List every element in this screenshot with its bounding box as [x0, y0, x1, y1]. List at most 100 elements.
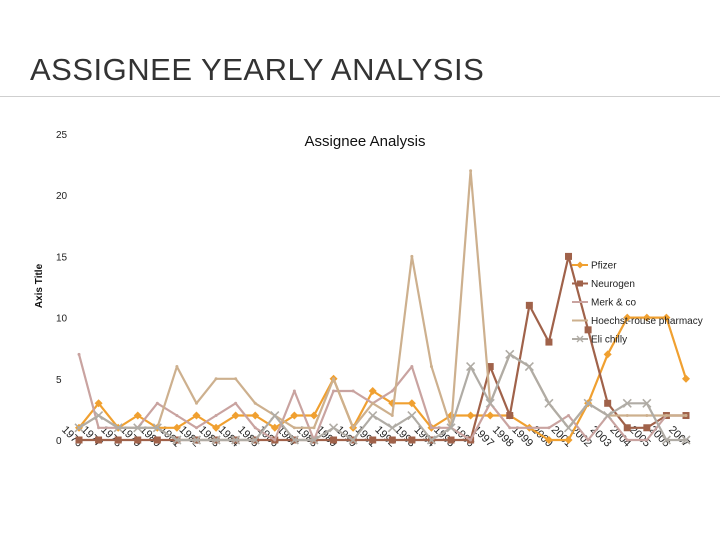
data-point — [152, 423, 162, 433]
data-point — [231, 411, 240, 420]
data-point — [527, 426, 531, 430]
data-point — [231, 435, 241, 445]
data-point — [289, 435, 299, 445]
data-point — [172, 435, 182, 445]
y-tick-label: 20 — [56, 191, 68, 202]
data-point — [544, 436, 553, 444]
data-point — [604, 399, 612, 407]
data-point — [309, 435, 319, 445]
data-point — [74, 423, 84, 433]
data-point — [212, 423, 221, 432]
data-point — [586, 438, 590, 442]
data-point — [351, 426, 355, 430]
data-point — [682, 374, 690, 383]
title-divider — [0, 96, 720, 97]
data-point — [387, 423, 397, 433]
data-point — [312, 426, 316, 430]
y-tick-label: 15 — [56, 252, 68, 263]
data-point — [564, 436, 573, 444]
data-point — [466, 411, 475, 420]
data-point — [371, 401, 375, 405]
data-point — [155, 401, 159, 405]
y-tick-label: 25 — [56, 130, 68, 141]
data-point — [94, 399, 103, 408]
data-point — [348, 435, 358, 445]
data-point — [446, 423, 456, 433]
legend-label: Merk & co — [591, 298, 636, 309]
data-point — [603, 350, 612, 359]
data-point — [661, 435, 671, 445]
data-point — [426, 435, 437, 445]
legend-marker — [576, 335, 584, 343]
legend: Pfizer Neurogen Merk & co Hoechst-rouse pha… — [572, 261, 703, 346]
data-point — [77, 352, 81, 356]
data-point — [369, 436, 377, 444]
data-point — [525, 301, 533, 309]
legend-item: Merk & co — [572, 298, 636, 309]
data-point — [584, 326, 592, 334]
data-point — [429, 426, 433, 430]
data-point — [642, 398, 652, 408]
data-point — [234, 401, 238, 405]
data-point — [565, 252, 573, 260]
series-eli-chilly — [74, 349, 691, 445]
data-point — [368, 387, 377, 396]
data-point — [250, 435, 260, 445]
data-point — [75, 436, 83, 444]
data-point — [113, 423, 123, 433]
data-point — [234, 377, 238, 381]
legend-label: Hoechst-rouse pharmacy — [591, 316, 703, 327]
data-point — [486, 411, 495, 420]
data-point — [114, 436, 122, 444]
data-point — [664, 414, 668, 418]
data-point — [292, 426, 296, 430]
data-point — [368, 410, 378, 421]
data-point — [623, 313, 632, 322]
data-point — [133, 423, 143, 433]
data-point — [194, 426, 198, 430]
data-point — [194, 401, 198, 405]
y-tick-label: 10 — [56, 314, 68, 325]
data-point — [583, 398, 593, 408]
data-point — [214, 377, 218, 381]
legend-item: Hoechst-rouse pharmacy — [572, 316, 703, 327]
data-point — [506, 412, 514, 420]
legend-marker — [576, 261, 584, 269]
legend-item: Eli chilly — [572, 335, 627, 346]
data-point — [684, 414, 688, 418]
legend-label: Neurogen — [591, 279, 635, 290]
data-point — [273, 438, 277, 442]
data-point — [645, 414, 649, 418]
data-point — [390, 414, 394, 418]
legend-item: Neurogen — [572, 279, 635, 290]
data-point — [134, 436, 142, 444]
data-point — [172, 423, 181, 432]
data-point — [623, 424, 631, 432]
data-point — [407, 399, 416, 408]
data-point — [332, 377, 336, 381]
data-point — [486, 363, 494, 371]
data-point — [97, 426, 101, 430]
data-point — [524, 361, 534, 372]
data-point — [290, 411, 299, 420]
data-point — [645, 438, 649, 442]
data-point — [214, 414, 218, 418]
data-point — [309, 411, 318, 420]
data-point — [466, 361, 476, 372]
data-point — [505, 349, 515, 359]
data-point — [270, 423, 279, 432]
data-point — [390, 389, 394, 393]
data-point — [508, 426, 512, 430]
data-point — [351, 389, 355, 393]
slide-title: ASSIGNEE YEARLY ANALYSIS — [30, 52, 485, 87]
data-point — [332, 389, 336, 393]
data-point — [429, 365, 433, 369]
data-point — [563, 423, 574, 433]
data-point — [547, 426, 551, 430]
data-point — [469, 438, 473, 442]
data-point — [153, 436, 161, 444]
data-point — [485, 398, 495, 408]
data-point — [545, 338, 553, 346]
chart-title: Assignee Analysis — [305, 133, 426, 150]
